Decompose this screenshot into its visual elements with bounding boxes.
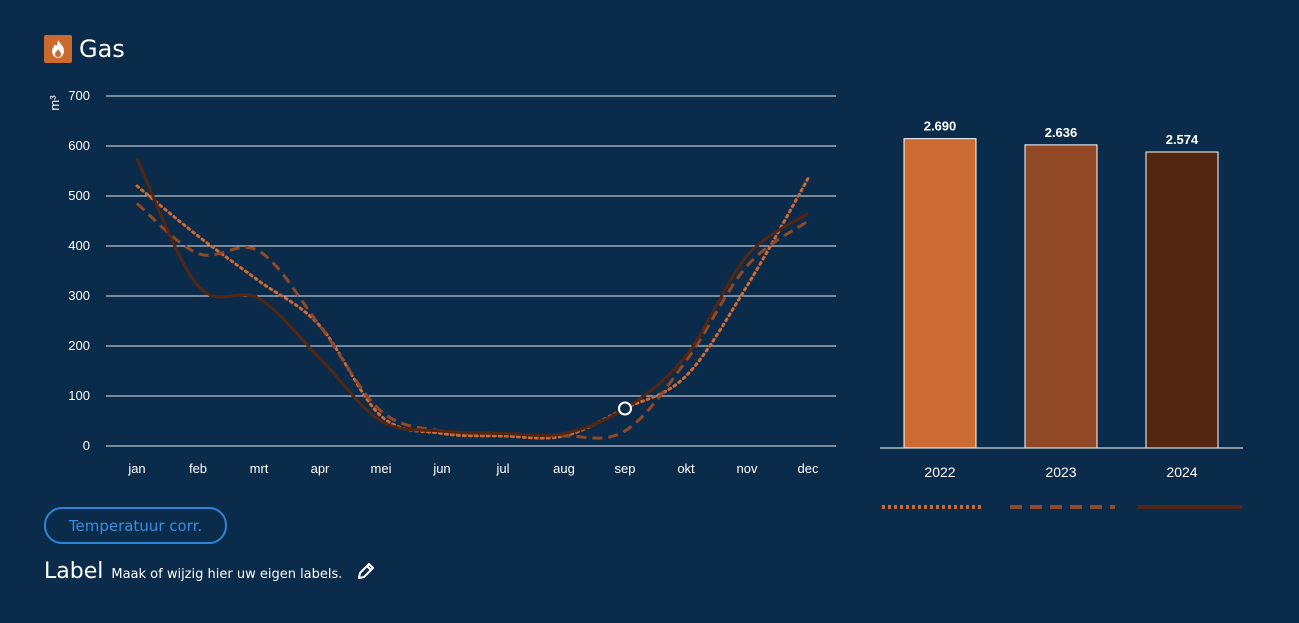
temperature-correction-button[interactable]: Temperatuur corr. — [44, 507, 227, 544]
x-tick-label: sep — [615, 461, 636, 476]
y-tick-label: 300 — [68, 288, 90, 303]
y-tick-label: 700 — [68, 88, 90, 103]
label-section: Label Maak of wijzig hier uw eigen label… — [44, 558, 376, 584]
series-line-2024 — [135, 157, 809, 437]
label-hint: Maak of wijzig hier uw eigen labels. — [111, 567, 343, 582]
x-tick-label: nov — [737, 461, 758, 476]
label-title: Label — [44, 559, 104, 584]
x-tick-label: mei — [371, 461, 392, 476]
y-axis-label: m³ — [47, 95, 62, 111]
bar-2023 — [1024, 144, 1098, 449]
x-tick-label: dec — [798, 461, 819, 476]
y-tick-label: 600 — [68, 138, 90, 153]
x-tick-label: okt — [677, 461, 695, 476]
x-tick-label: jun — [432, 461, 450, 476]
y-tick-label: 100 — [68, 388, 90, 403]
bar-value-label: 2.690 — [924, 119, 957, 134]
y-tick-label: 200 — [68, 338, 90, 353]
page-title: Gas — [79, 35, 125, 63]
bar-category-label: 2024 — [1166, 464, 1197, 480]
bar-2024 — [1145, 151, 1219, 449]
bar-category-label: 2022 — [924, 464, 955, 480]
chart-header: Gas — [44, 35, 125, 63]
bar-2022 — [903, 138, 977, 449]
x-tick-label: apr — [311, 461, 330, 476]
pencil-icon[interactable] — [356, 561, 376, 581]
y-tick-label: 400 — [68, 238, 90, 253]
series-line-2022 — [135, 177, 810, 440]
x-tick-label: aug — [553, 461, 575, 476]
line-chart: 0 100 200 300 400 500 600 700 m³ jan feb mrt apr mei j… — [47, 88, 836, 476]
highlight-point — [618, 401, 632, 416]
y-tick-label: 500 — [68, 188, 90, 203]
x-tick-label: jul — [495, 461, 509, 476]
x-tick-label: jan — [127, 461, 145, 476]
x-tick-label: feb — [189, 461, 207, 476]
bar-value-label: 2.574 — [1166, 132, 1199, 147]
y-tick-label: 0 — [83, 438, 90, 453]
flame-icon — [44, 35, 72, 63]
x-tick-label: mrt — [250, 461, 269, 476]
bar-category-label: 2023 — [1045, 464, 1076, 480]
bar-value-label: 2.636 — [1045, 125, 1078, 140]
